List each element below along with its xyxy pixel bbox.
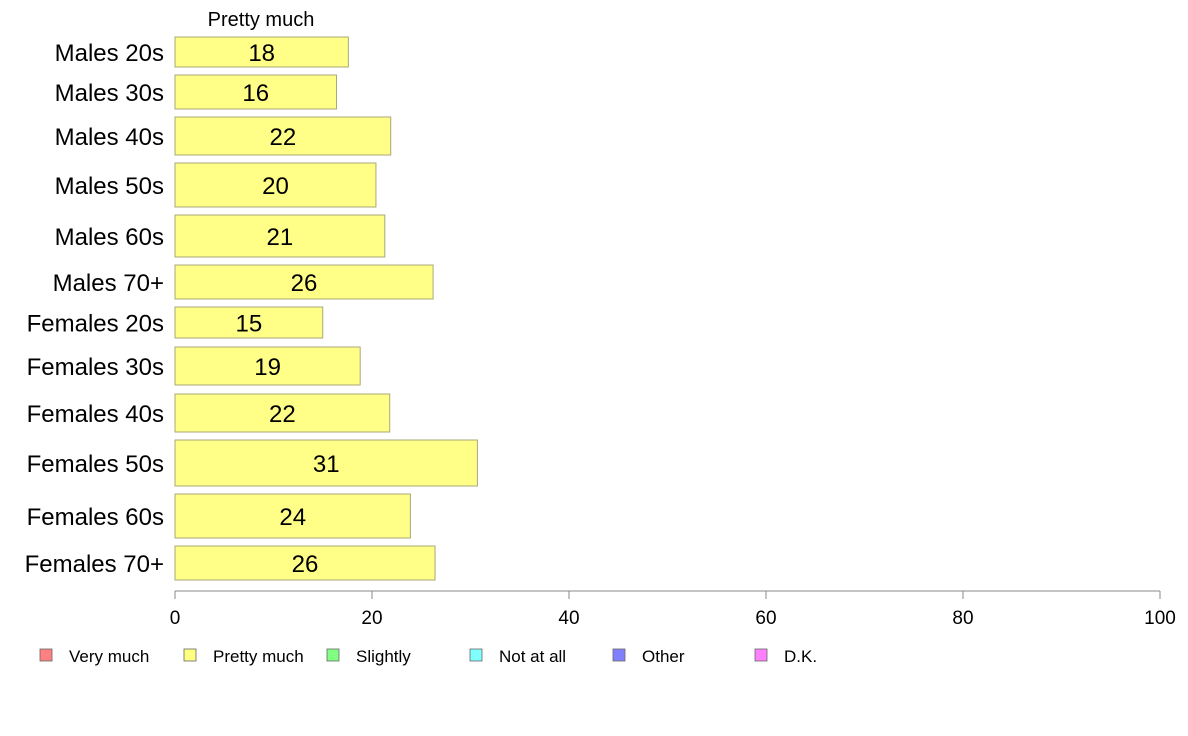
bar-7 xyxy=(174,346,361,386)
legend-label: Slightly xyxy=(356,647,411,666)
bar-value-label: 26 xyxy=(291,270,318,297)
bar-2 xyxy=(174,116,392,156)
category-label: Males 60s xyxy=(55,224,164,251)
bar-value-label: 31 xyxy=(313,451,340,478)
bar-value-label: 26 xyxy=(292,551,319,578)
x-tick-label: 40 xyxy=(558,608,579,629)
column-header: Pretty much xyxy=(208,9,315,31)
category-label: Females 70+ xyxy=(25,551,164,578)
bar-6 xyxy=(174,306,324,339)
legend-swatch xyxy=(183,648,197,662)
category-label: Males 30s xyxy=(55,80,164,107)
x-tick-label: 80 xyxy=(952,608,973,629)
bar-value-label: 19 xyxy=(254,354,281,381)
category-label: Females 30s xyxy=(27,354,164,381)
legend-label: Pretty much xyxy=(213,647,304,666)
legend-swatch xyxy=(612,648,626,662)
x-axis: 0 20 40 60 80 100 xyxy=(170,590,1176,629)
bar-4 xyxy=(174,214,386,258)
bar-value-label: 22 xyxy=(270,124,297,151)
bar-1 xyxy=(174,74,338,110)
bar-8 xyxy=(174,393,391,433)
category-label: Females 50s xyxy=(27,451,164,478)
bar-value-label: 21 xyxy=(267,224,294,251)
category-label: Females 20s xyxy=(27,311,164,338)
bar-value-label: 22 xyxy=(269,401,296,428)
bar-11 xyxy=(174,545,436,581)
legend-swatch xyxy=(39,648,53,662)
legend-swatch xyxy=(469,648,483,662)
category-label: Females 40s xyxy=(27,401,164,428)
bar-value-label: 16 xyxy=(242,80,269,107)
category-label: Females 60s xyxy=(27,504,164,531)
legend-label: D.K. xyxy=(784,647,817,666)
bar-value-label: 15 xyxy=(236,311,263,338)
legend-label: Not at all xyxy=(499,647,566,666)
bar-5 xyxy=(174,264,434,300)
legend-swatch xyxy=(326,648,340,662)
legend-label: Other xyxy=(642,647,685,666)
bar-0 xyxy=(174,36,349,68)
legend: Very much Pretty much Slightly Not at all Ot… xyxy=(39,647,817,666)
bar-9 xyxy=(174,439,478,487)
legend-label: Very much xyxy=(69,647,149,666)
bars-group: 18 Males 20s 16 Males 30s 22 Males 40s 20 Males… xyxy=(25,36,478,581)
x-tick-label: 100 xyxy=(1144,608,1176,629)
category-label: Males 40s xyxy=(55,124,164,151)
category-label: Males 50s xyxy=(55,173,164,200)
bar-value-label: 24 xyxy=(279,504,306,531)
x-tick-label: 0 xyxy=(170,608,181,629)
bar-value-label: 20 xyxy=(262,173,289,200)
bar-10 xyxy=(174,493,411,539)
category-label: Males 70+ xyxy=(53,270,164,297)
category-label: Males 20s xyxy=(55,40,164,67)
bar-value-label: 18 xyxy=(248,40,275,67)
bar-3 xyxy=(174,162,377,208)
x-tick-label: 60 xyxy=(755,608,776,629)
x-tick-label: 20 xyxy=(361,608,382,629)
legend-swatch xyxy=(754,648,768,662)
